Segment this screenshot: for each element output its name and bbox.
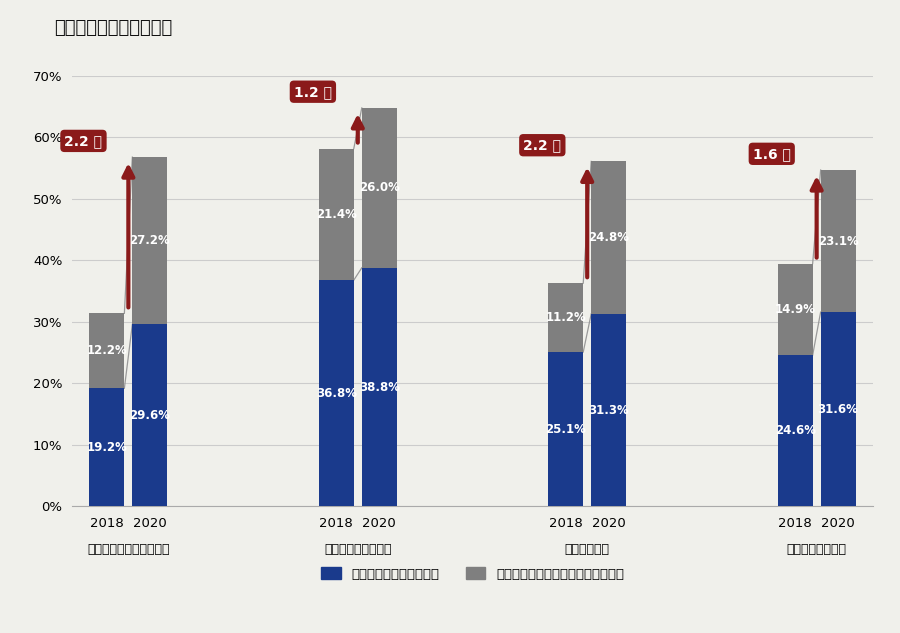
Bar	[821, 312, 856, 506]
Text: 11.2%: 11.2%	[545, 311, 586, 324]
Text: 26.0%: 26.0%	[359, 182, 400, 194]
Bar	[591, 314, 626, 506]
Text: アドベリフィケーション: アドベリフィケーション	[87, 543, 169, 556]
Text: 31.6%: 31.6%	[817, 403, 859, 416]
Bar	[319, 149, 354, 280]
Text: 「知っている」層の内訳: 「知っている」層の内訳	[54, 19, 172, 37]
Bar	[132, 157, 167, 324]
Bar	[89, 388, 124, 506]
Bar	[89, 313, 124, 388]
Text: 23.1%: 23.1%	[818, 235, 859, 248]
Bar	[778, 263, 813, 355]
Bar	[132, 324, 167, 506]
Bar	[591, 161, 626, 314]
Text: 31.3%: 31.3%	[589, 404, 629, 417]
Bar	[319, 280, 354, 506]
Text: 19.2%: 19.2%	[86, 441, 128, 454]
Bar	[362, 268, 397, 506]
Text: 27.2%: 27.2%	[130, 234, 170, 248]
Text: アドフラウド: アドフラウド	[564, 543, 609, 556]
Legend: 名称も内容も知っている, 名称は知っているが内容は知らない: 名称も内容も知っている, 名称は知っているが内容は知らない	[316, 562, 629, 586]
Text: 2.2 倍: 2.2 倍	[65, 134, 103, 148]
Text: 38.8%: 38.8%	[359, 380, 400, 394]
Bar	[548, 352, 583, 506]
Text: 24.6%: 24.6%	[775, 424, 815, 437]
Text: 29.6%: 29.6%	[130, 409, 170, 422]
Bar	[362, 108, 397, 268]
Text: 14.9%: 14.9%	[775, 303, 815, 316]
Text: ビューアビリティ: ビューアビリティ	[787, 543, 847, 556]
Bar	[778, 355, 813, 506]
Text: 12.2%: 12.2%	[86, 344, 127, 357]
Text: 1.6 倍: 1.6 倍	[752, 147, 791, 161]
Bar	[821, 170, 856, 312]
Text: ブランドセーフティ: ブランドセーフティ	[324, 543, 392, 556]
Text: 25.1%: 25.1%	[545, 423, 586, 436]
Text: 36.8%: 36.8%	[316, 387, 356, 400]
Text: 2.2 倍: 2.2 倍	[523, 138, 562, 152]
Text: 24.8%: 24.8%	[589, 231, 629, 244]
Bar	[548, 283, 583, 352]
Text: 1.2 倍: 1.2 倍	[294, 85, 332, 99]
Text: 21.4%: 21.4%	[316, 208, 356, 221]
